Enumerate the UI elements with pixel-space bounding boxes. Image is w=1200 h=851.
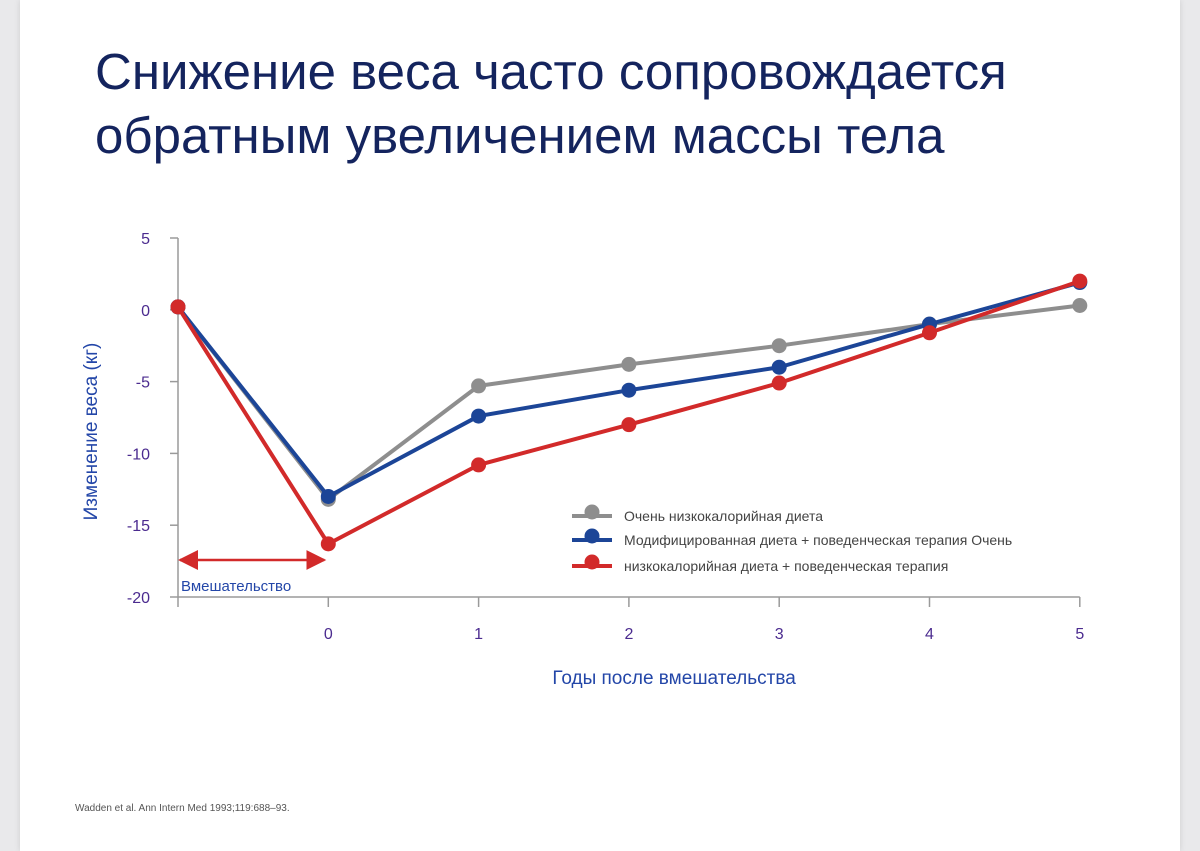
y-tick-label: -15 bbox=[127, 518, 150, 535]
series-3 bbox=[170, 273, 1088, 552]
legend-label: низкокалорийная диета + поведенческая те… bbox=[624, 558, 948, 574]
data-point bbox=[1072, 297, 1088, 313]
source-citation: Wadden et al. Ann Intern Med 1993;119:68… bbox=[75, 803, 290, 814]
y-tick-label: -20 bbox=[127, 590, 150, 607]
x-tick-label: 3 bbox=[775, 626, 784, 643]
series-1 bbox=[170, 297, 1088, 507]
data-point bbox=[320, 488, 336, 504]
x-axis-label: Годы после вмешательства bbox=[552, 668, 796, 689]
data-point bbox=[771, 338, 787, 354]
legend-marker bbox=[584, 554, 600, 570]
data-point bbox=[471, 378, 487, 394]
legend-marker bbox=[584, 504, 600, 520]
intervention-label: Вмешательство bbox=[181, 578, 291, 595]
x-tick-label: 0 bbox=[324, 626, 333, 643]
y-tick-label: 5 bbox=[141, 231, 150, 248]
data-point bbox=[320, 536, 336, 552]
y-tick-label: -10 bbox=[127, 446, 150, 463]
data-point bbox=[771, 359, 787, 375]
data-point bbox=[170, 299, 186, 315]
data-point bbox=[621, 417, 637, 433]
title-line-1: Снижение веса часто сопровождается bbox=[95, 43, 1007, 100]
y-tick-label: -5 bbox=[136, 375, 150, 392]
x-axis-ticks: 0 1 2 3 4 5 bbox=[177, 597, 1084, 643]
y-axis-ticks: 5 0 -5 -10 -15 -20 bbox=[127, 231, 178, 607]
y-axis-label: Изменение веса (кг) bbox=[81, 343, 102, 521]
legend-label: Модифицированная диета + поведенческая т… bbox=[624, 532, 1012, 548]
slide bbox=[20, 0, 1180, 851]
data-point bbox=[621, 356, 637, 372]
slide-title: Снижение веса часто сопровождается обрат… bbox=[95, 40, 1155, 168]
legend-label: Очень низкокалорийная диета bbox=[624, 508, 823, 524]
series-lines bbox=[170, 273, 1088, 552]
y-tick-label: 0 bbox=[141, 303, 150, 320]
data-point bbox=[922, 325, 937, 341]
data-point bbox=[621, 382, 637, 398]
data-point bbox=[471, 408, 487, 424]
data-point bbox=[771, 375, 787, 391]
x-tick-label: 1 bbox=[474, 626, 483, 643]
series-2 bbox=[170, 275, 1088, 504]
series-line bbox=[176, 303, 1081, 502]
x-tick-label: 5 bbox=[1075, 626, 1084, 643]
x-tick-label: 4 bbox=[925, 626, 934, 643]
data-point bbox=[1072, 273, 1088, 289]
title-line-2: обратным увеличением массы тела bbox=[95, 107, 945, 164]
x-tick-label: 2 bbox=[624, 626, 633, 643]
intervention-marker: Вмешательство bbox=[178, 550, 327, 595]
data-point bbox=[471, 457, 487, 473]
legend: Очень низкокалорийная диета Модифицирован… bbox=[572, 504, 1012, 574]
legend-marker bbox=[584, 528, 600, 544]
